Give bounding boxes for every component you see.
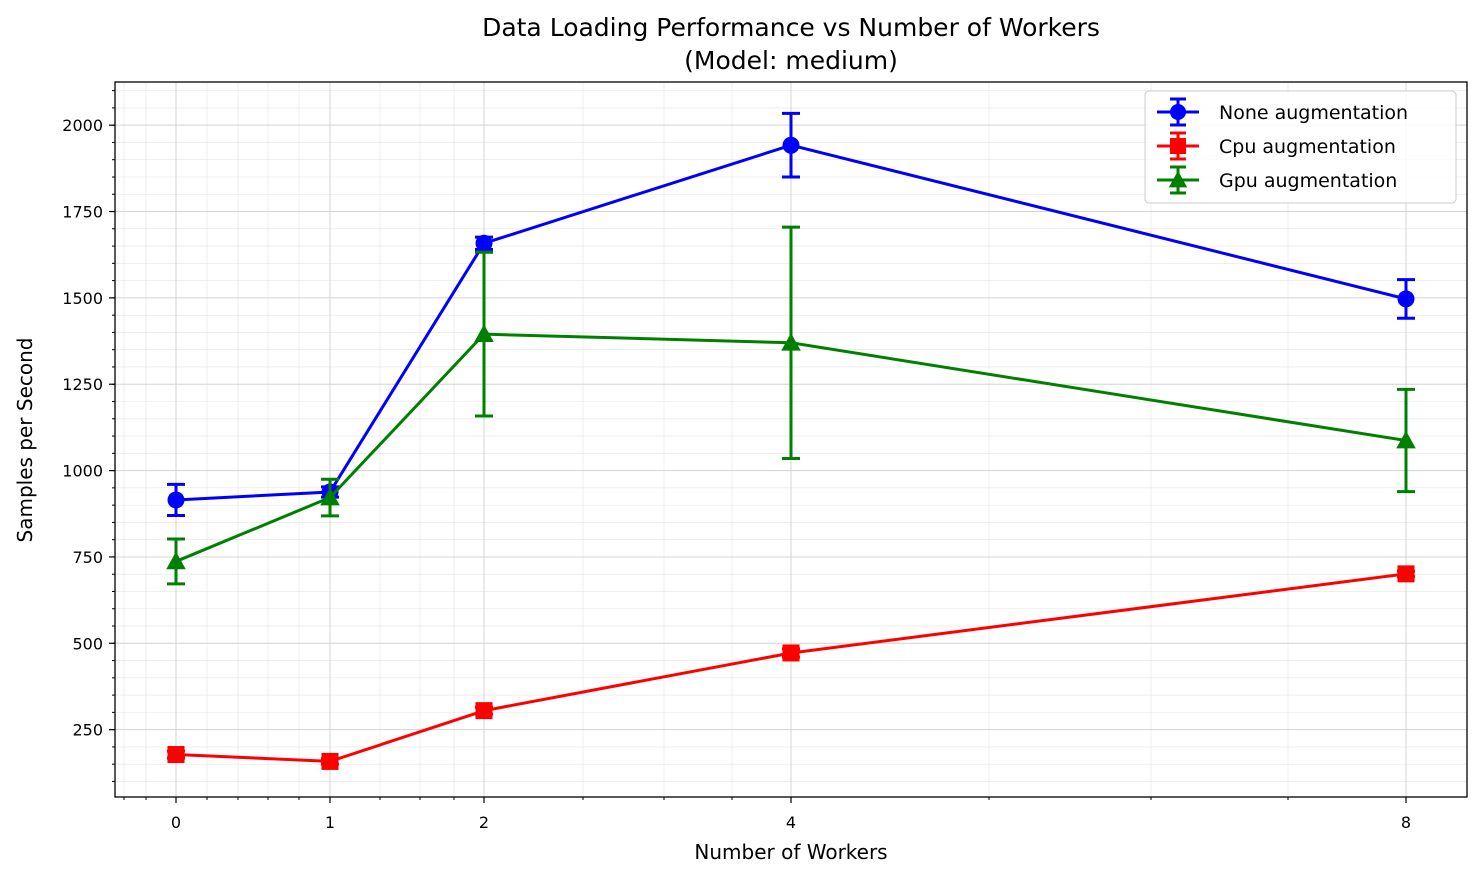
data-point <box>474 324 494 342</box>
x-tick-label: 1 <box>325 813 335 832</box>
data-point <box>1396 430 1416 449</box>
legend-marker <box>1170 104 1186 120</box>
data-point <box>1397 565 1415 583</box>
series-layer <box>166 111 1416 770</box>
data-point <box>782 644 800 662</box>
data-point <box>321 752 339 770</box>
y-tick-label: 1000 <box>62 462 103 481</box>
data-point <box>1397 290 1415 308</box>
y-tick-label: 250 <box>72 721 103 740</box>
data-point <box>320 487 340 506</box>
x-tick-label: 8 <box>1401 813 1411 832</box>
x-tick-label: 0 <box>171 813 181 832</box>
data-point <box>475 234 493 252</box>
legend-item: None augmentation <box>1157 97 1408 127</box>
data-point <box>782 136 800 154</box>
data-point <box>167 746 185 764</box>
data-point <box>475 702 493 720</box>
legend-marker <box>1168 170 1188 188</box>
x-tick-label: 2 <box>479 813 489 832</box>
x-axis-label: Number of Workers <box>694 840 887 864</box>
legend-marker <box>1170 138 1186 154</box>
axis-ticks: 250 500 750 1000 1250 1500 1750 2000 0 1 2 4 8 <box>62 90 1411 832</box>
legend-label: Gpu augmentation <box>1219 170 1397 192</box>
y-tick-label: 1250 <box>62 375 103 394</box>
x-tick-label: 4 <box>786 813 796 832</box>
legend-label: Cpu augmentation <box>1219 136 1396 158</box>
y-tick-label: 1500 <box>62 289 103 308</box>
series-gpu-augmentation <box>166 225 1416 586</box>
data-point <box>781 333 801 351</box>
y-axis-label: Samples per Second <box>13 338 37 543</box>
chart-subtitle: (Model: medium) <box>684 46 898 75</box>
legend-box <box>1144 90 1457 204</box>
chart-title: Data Loading Performance vs Number of Wo… <box>482 13 1100 42</box>
data-point <box>166 551 186 570</box>
y-tick-label: 1750 <box>62 203 103 222</box>
legend-item: Cpu augmentation <box>1157 131 1396 161</box>
data-point <box>167 491 185 509</box>
legend-label: None augmentation <box>1219 102 1408 124</box>
series-cpu-augmentation <box>167 565 1415 770</box>
y-tick-label: 2000 <box>62 116 103 135</box>
y-tick-label: 750 <box>72 548 103 567</box>
legend: None augmentation Cpu augmentation Gpu aug… <box>1144 90 1457 204</box>
legend-item: Gpu augmentation <box>1157 165 1397 195</box>
y-tick-label: 500 <box>72 634 103 653</box>
